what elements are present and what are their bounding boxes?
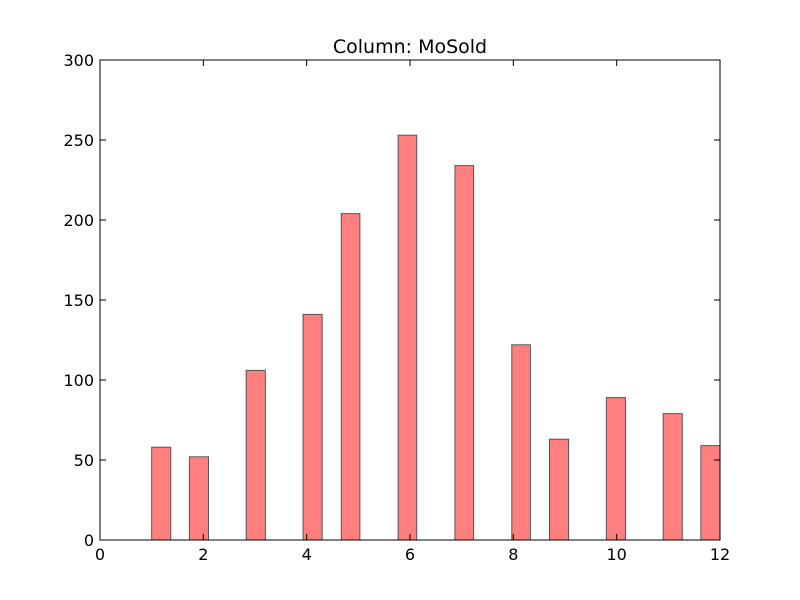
histogram-bar-11 xyxy=(662,413,683,541)
y-tick-label: 150 xyxy=(63,291,94,310)
histogram-bar-2 xyxy=(188,456,209,541)
x-tick-label: 6 xyxy=(405,545,415,564)
histogram-bar-10 xyxy=(605,397,626,541)
x-tick-label: 0 xyxy=(95,545,105,564)
histogram-bar-1 xyxy=(151,446,172,541)
histogram-bar-6 xyxy=(397,134,418,541)
y-tick-label: 200 xyxy=(63,211,94,230)
x-tick-label: 4 xyxy=(302,545,312,564)
x-tick-label: 2 xyxy=(198,545,208,564)
histogram-bar-4 xyxy=(302,313,323,541)
histogram-bar-7 xyxy=(454,165,475,541)
x-tick-label: 12 xyxy=(710,545,730,564)
histogram-bar-3 xyxy=(245,369,266,541)
y-tick-label: 300 xyxy=(63,51,94,70)
y-tick-label: 250 xyxy=(63,131,94,150)
y-tick-label: 0 xyxy=(84,531,94,550)
plot-frame xyxy=(99,59,721,541)
chart-title: Column: MoSold xyxy=(333,36,487,58)
y-tick-label: 100 xyxy=(63,371,94,390)
histogram-bar-5 xyxy=(340,213,361,541)
histogram-bar-8 xyxy=(511,344,531,541)
y-tick-label: 50 xyxy=(74,451,94,470)
x-tick-label: 8 xyxy=(508,545,518,564)
histogram-bar-9 xyxy=(549,438,570,541)
bars-group xyxy=(151,134,721,541)
x-tick-label: 10 xyxy=(606,545,626,564)
